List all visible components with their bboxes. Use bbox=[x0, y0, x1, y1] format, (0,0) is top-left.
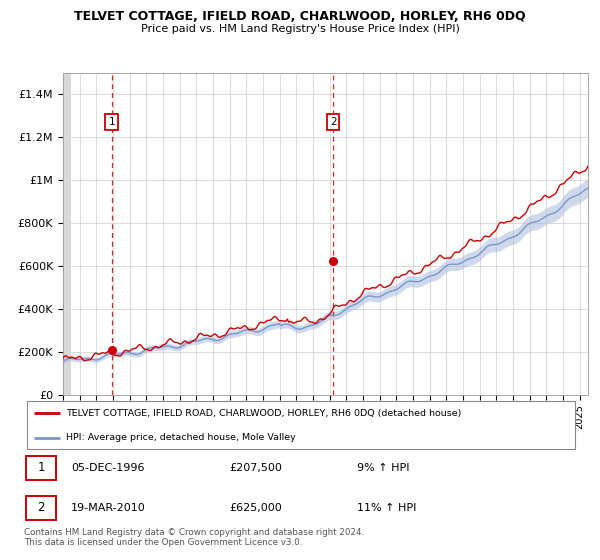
Text: TELVET COTTAGE, IFIELD ROAD, CHARLWOOD, HORLEY, RH6 0DQ (detached house): TELVET COTTAGE, IFIELD ROAD, CHARLWOOD, … bbox=[65, 409, 461, 418]
Text: 2: 2 bbox=[330, 117, 337, 127]
Text: Price paid vs. HM Land Registry's House Price Index (HPI): Price paid vs. HM Land Registry's House … bbox=[140, 24, 460, 34]
FancyBboxPatch shape bbox=[26, 496, 56, 520]
Text: HPI: Average price, detached house, Mole Valley: HPI: Average price, detached house, Mole… bbox=[65, 433, 295, 442]
Text: Contains HM Land Registry data © Crown copyright and database right 2024.
This d: Contains HM Land Registry data © Crown c… bbox=[24, 528, 364, 547]
Text: 9% ↑ HPI: 9% ↑ HPI bbox=[357, 463, 409, 473]
Text: 1: 1 bbox=[109, 117, 115, 127]
Text: 2: 2 bbox=[37, 501, 44, 514]
Text: 1: 1 bbox=[37, 461, 44, 474]
FancyBboxPatch shape bbox=[27, 402, 575, 449]
Text: TELVET COTTAGE, IFIELD ROAD, CHARLWOOD, HORLEY, RH6 0DQ: TELVET COTTAGE, IFIELD ROAD, CHARLWOOD, … bbox=[74, 10, 526, 23]
Text: 11% ↑ HPI: 11% ↑ HPI bbox=[357, 503, 416, 513]
Text: 05-DEC-1996: 05-DEC-1996 bbox=[71, 463, 145, 473]
Text: £625,000: £625,000 bbox=[229, 503, 282, 513]
Text: 19-MAR-2010: 19-MAR-2010 bbox=[71, 503, 146, 513]
Text: £207,500: £207,500 bbox=[229, 463, 282, 473]
FancyBboxPatch shape bbox=[26, 456, 56, 479]
